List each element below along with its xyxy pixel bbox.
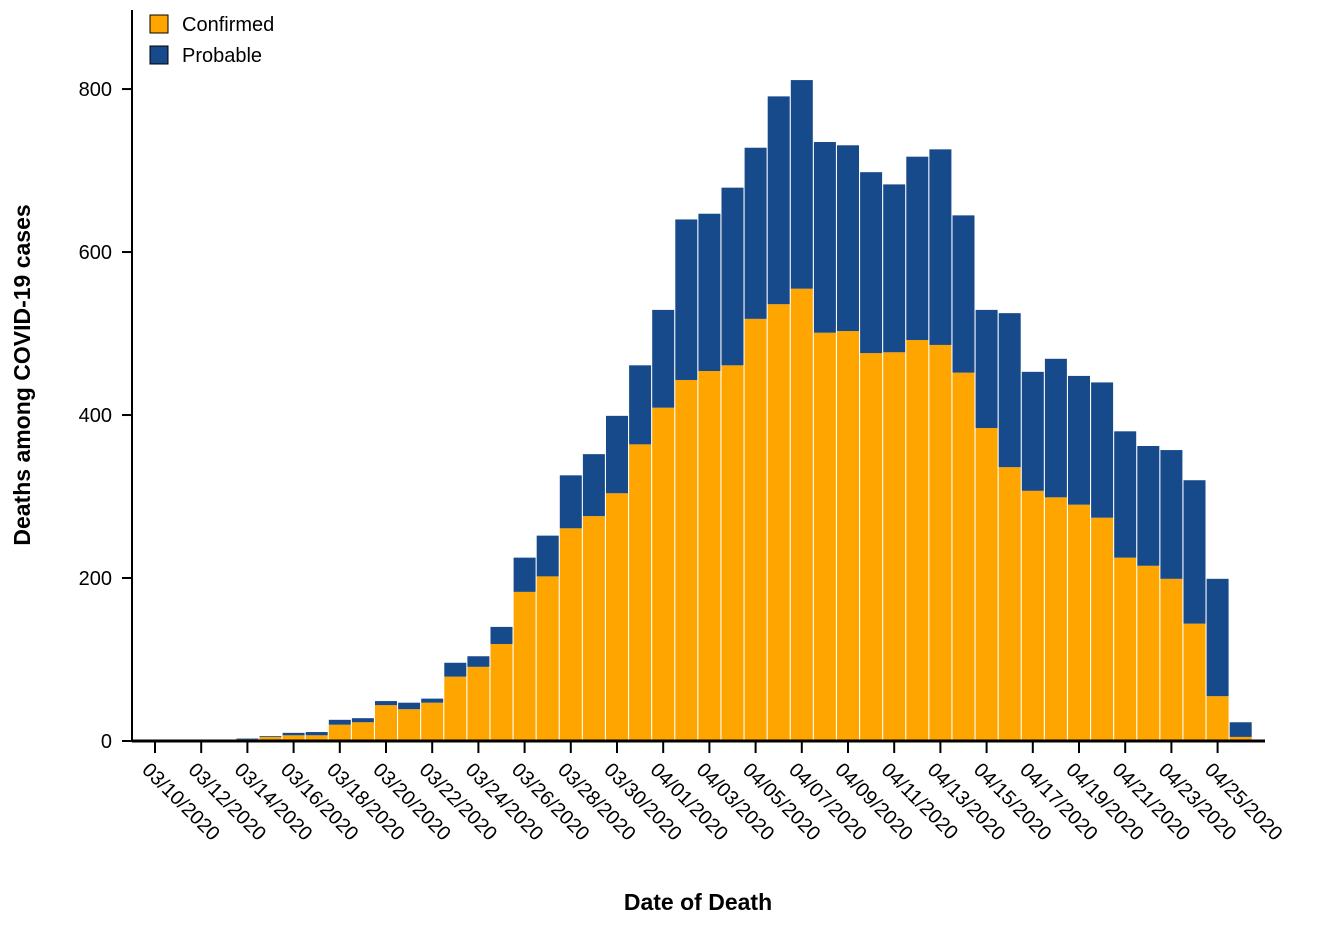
bar-segment — [790, 80, 813, 289]
bar-segment — [698, 371, 721, 741]
bar-segment — [559, 475, 582, 529]
bar-segment — [467, 666, 490, 741]
legend-swatch — [149, 14, 169, 34]
bar-segment — [421, 702, 444, 741]
bar-segment — [860, 172, 883, 354]
bar-segment — [1160, 450, 1183, 579]
bar-segment — [790, 288, 813, 741]
bar-segment — [929, 149, 952, 345]
bar-segment — [582, 454, 605, 517]
bar-segment — [582, 516, 605, 741]
bar-segment — [767, 304, 790, 741]
bar-segment — [675, 219, 698, 380]
bar-segment — [652, 309, 675, 408]
bar-segment — [351, 718, 374, 723]
bar-segment — [606, 415, 628, 494]
bar-segment — [975, 309, 998, 429]
bar-segment — [721, 365, 744, 741]
bar-segment — [375, 705, 397, 741]
bar-segment — [975, 428, 998, 741]
bar-segment — [1068, 504, 1090, 741]
bar-segment — [1044, 358, 1067, 498]
bar-segment — [282, 732, 305, 736]
bar-segment — [998, 467, 1021, 741]
bar-segment — [1229, 736, 1252, 741]
bar-segment — [1183, 480, 1206, 624]
bar-segment — [767, 96, 790, 305]
bar-segment — [629, 365, 652, 445]
bar-segment — [467, 656, 490, 667]
bar-segment — [421, 698, 444, 703]
bar-segment — [1183, 623, 1206, 741]
bar-segment — [536, 535, 559, 577]
bar-segment — [398, 702, 421, 710]
y-tick-label: 0 — [101, 731, 112, 753]
bar-segment — [536, 576, 559, 741]
bar-segment — [305, 735, 328, 741]
bar-segment — [1091, 382, 1114, 518]
bar-segment — [744, 147, 767, 319]
bar-segment — [1021, 490, 1044, 741]
bar-segment — [1229, 722, 1252, 737]
bar-segment — [444, 676, 467, 741]
y-tick-label: 400 — [79, 405, 112, 427]
bar-segment — [259, 736, 282, 737]
bar-segment — [1021, 371, 1044, 491]
bar-segment — [1206, 696, 1229, 741]
bar-segment — [1114, 557, 1137, 741]
bar-segment — [444, 662, 467, 677]
bar-segment — [282, 735, 305, 741]
bar-segment — [1137, 565, 1160, 741]
bar-segment — [559, 528, 582, 741]
bar-segment — [328, 719, 351, 725]
bar-segment — [813, 142, 836, 333]
bar-segment — [606, 493, 628, 741]
bar-segment — [305, 732, 328, 736]
bar-segment — [490, 626, 513, 645]
y-tick-label: 200 — [79, 568, 112, 590]
bar-segment — [837, 145, 859, 332]
bar-segment — [860, 353, 883, 741]
bar-segment — [513, 557, 536, 592]
bar-segment — [906, 156, 929, 341]
bar-segment — [883, 352, 906, 741]
bar-segment — [721, 187, 744, 366]
bar-segment — [698, 213, 721, 372]
bar-segment — [375, 701, 397, 706]
bar-segment — [1091, 517, 1114, 741]
bar-segment — [1160, 578, 1183, 741]
bar-segment — [998, 313, 1021, 468]
bar-segment — [952, 372, 975, 741]
y-axis-title: Deaths among COVID-19 cases — [9, 204, 35, 545]
bar-segment — [1206, 578, 1229, 697]
bar-segment — [675, 379, 698, 741]
bar-segment — [1114, 431, 1137, 558]
bar-segment — [813, 332, 836, 741]
bar-segment — [883, 184, 906, 353]
bar-segment — [629, 444, 652, 741]
legend-label: Probable — [182, 45, 262, 67]
bar-segment — [328, 724, 351, 741]
bar-segment — [1137, 445, 1160, 566]
bar-segment — [513, 591, 536, 741]
bar-segment — [652, 407, 675, 741]
bar-segment — [236, 738, 259, 740]
bar-segment — [952, 215, 975, 373]
bar-segment — [490, 644, 513, 741]
bar-segment — [1068, 375, 1090, 505]
bar-segment — [906, 340, 929, 741]
bar-segment — [259, 736, 282, 741]
bar-segment — [744, 318, 767, 741]
x-axis-title: Date of Death — [624, 889, 772, 915]
bar-segment — [351, 722, 374, 741]
y-tick-label: 600 — [79, 242, 112, 264]
bar-segment — [837, 331, 859, 741]
y-tick-label: 800 — [79, 79, 112, 101]
bar-segment — [929, 344, 952, 741]
bar-segment — [398, 709, 421, 741]
legend-swatch — [149, 45, 169, 65]
bar-segment — [1044, 497, 1067, 741]
legend-label: Confirmed — [182, 14, 274, 36]
